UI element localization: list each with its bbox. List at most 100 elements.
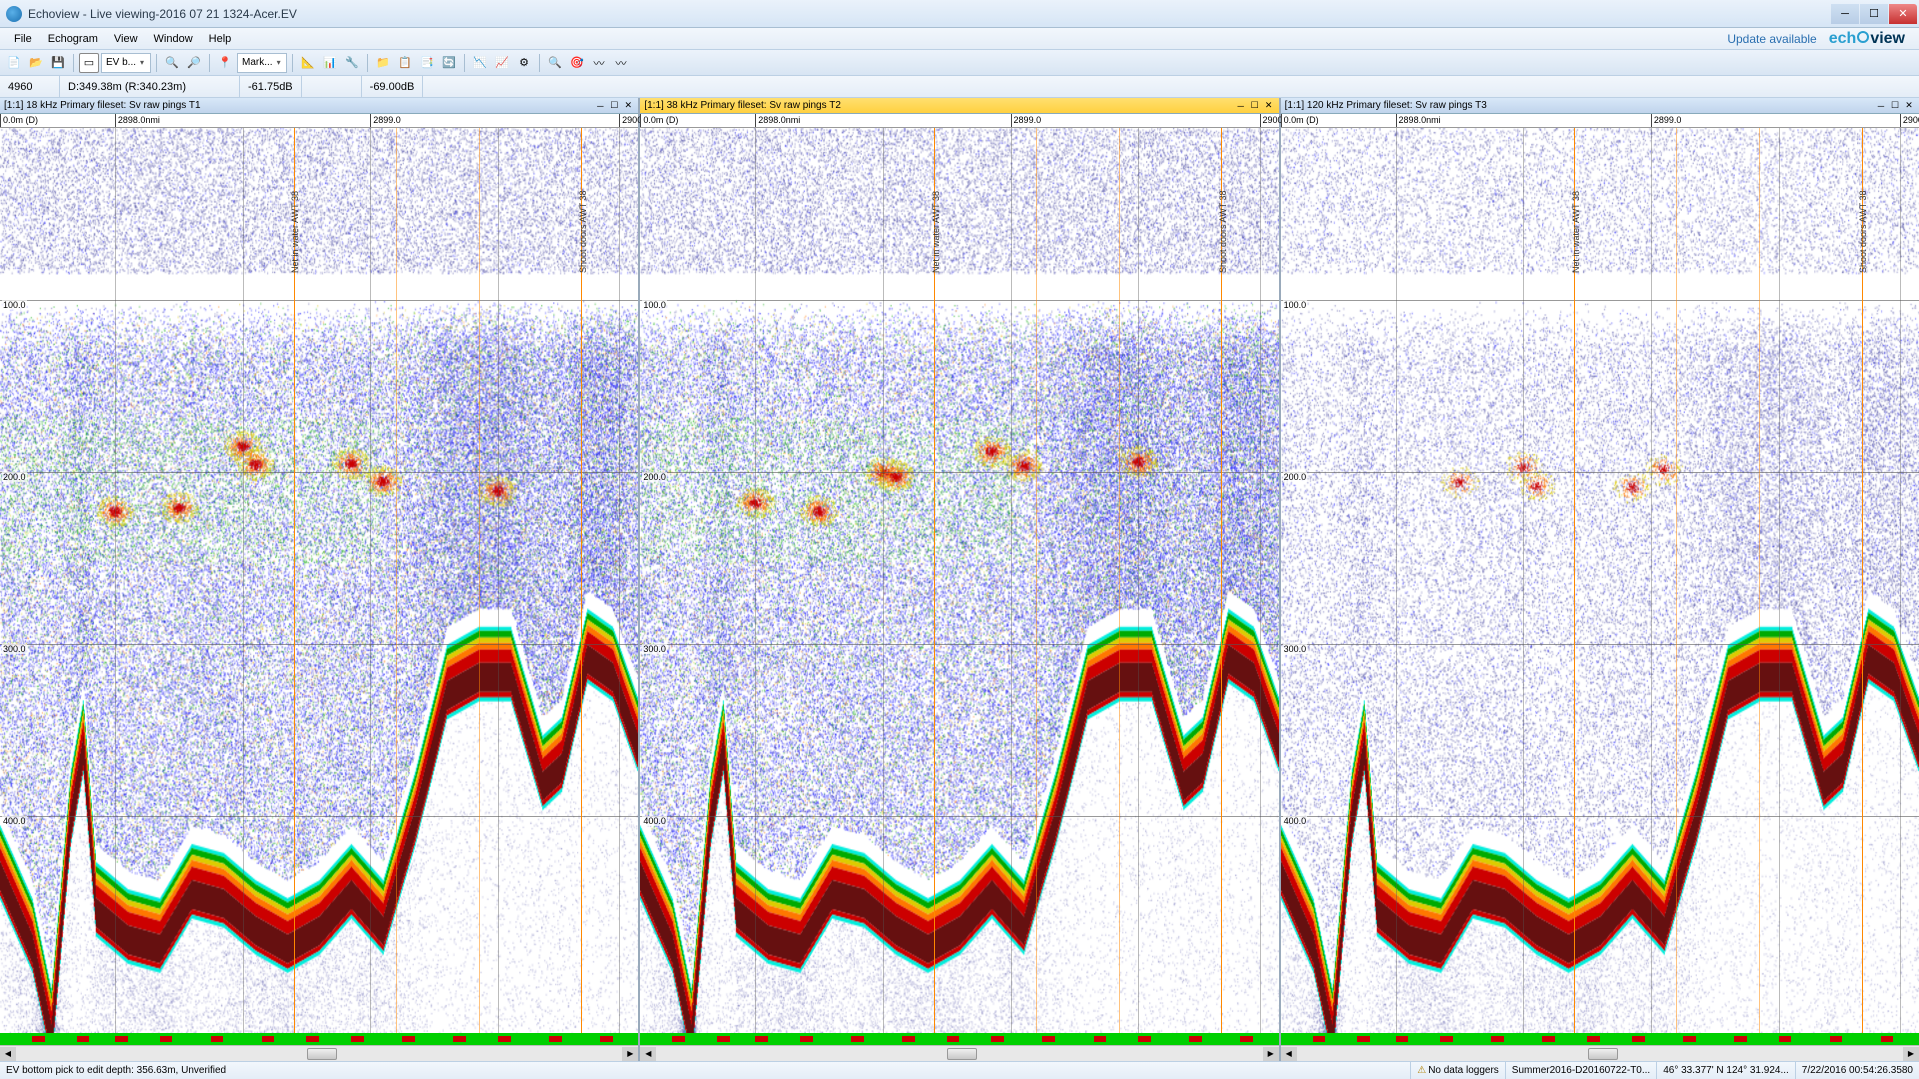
- scroll-left-icon[interactable]: ◀: [640, 1047, 656, 1061]
- h-scrollbar[interactable]: ◀▶: [1281, 1045, 1919, 1061]
- x-ruler: 0.0m (D)2898.0nmi2899.02900.0: [0, 114, 638, 128]
- gridline: [1396, 128, 1397, 1033]
- tool-icon-b[interactable]: 📊: [320, 53, 340, 73]
- tool-icon-m[interactable]: 〰: [589, 53, 609, 73]
- tool-icon-h[interactable]: 📉: [470, 53, 490, 73]
- h-scrollbar[interactable]: ◀▶: [640, 1045, 1278, 1061]
- panel-min-icon[interactable]: ─: [594, 100, 606, 112]
- scroll-thumb[interactable]: [947, 1048, 977, 1060]
- panel-max-icon[interactable]: ☐: [608, 100, 620, 112]
- panel-header[interactable]: [1:1] 38 kHz Primary fileset: Sv raw pin…: [640, 98, 1278, 114]
- echogram-canvas[interactable]: 100.0200.0300.0400.0Net in water AWT 38S…: [0, 128, 638, 1033]
- panel-header[interactable]: [1:1] 18 kHz Primary fileset: Sv raw pin…: [0, 98, 638, 114]
- toolbar: 📄 📂 💾 ▭ EV b... 🔍 🔎 📍 Mark... 📐 📊 🔧 📁 📋 …: [0, 50, 1919, 76]
- zoom-tool-icon[interactable]: 🔎: [184, 53, 204, 73]
- h-scrollbar[interactable]: ◀▶: [0, 1045, 638, 1061]
- y-label: 400.0: [1283, 816, 1308, 826]
- tool-icon-g[interactable]: 🔄: [439, 53, 459, 73]
- gridline: [243, 128, 244, 1033]
- minimize-button[interactable]: ─: [1831, 4, 1859, 24]
- pin-icon[interactable]: 📍: [215, 53, 235, 73]
- scroll-thumb[interactable]: [307, 1048, 337, 1060]
- info-sv2: -69.00dB: [362, 76, 424, 97]
- scroll-track[interactable]: [16, 1047, 622, 1061]
- tool-icon-a[interactable]: 📐: [298, 53, 318, 73]
- zoom-in-icon[interactable]: 🔍: [162, 53, 182, 73]
- y-label: 200.0: [2, 472, 27, 482]
- panel-min-icon[interactable]: ─: [1875, 100, 1887, 112]
- status-left: EV bottom pick to edit depth: 356.63m, U…: [0, 1062, 1410, 1079]
- gridline: [0, 644, 638, 645]
- window-title: Echoview - Live viewing-2016 07 21 1324-…: [28, 7, 1830, 21]
- menu-window[interactable]: Window: [146, 31, 201, 47]
- scroll-right-icon[interactable]: ▶: [622, 1047, 638, 1061]
- toolbar-combo-1[interactable]: EV b...: [101, 53, 151, 73]
- y-label: 300.0: [2, 644, 27, 654]
- gridline: [640, 472, 1278, 473]
- record-bar: [1281, 1033, 1919, 1045]
- panel-title: [1:1] 120 kHz Primary fileset: Sv raw pi…: [1285, 100, 1875, 111]
- window-buttons: ─ ☐ ✕: [1830, 4, 1917, 24]
- tool-icon-l[interactable]: 🎯: [567, 53, 587, 73]
- echogram-canvas[interactable]: 100.0200.0300.0400.0Net in water AWT 38S…: [1281, 128, 1919, 1033]
- y-label: 300.0: [1283, 644, 1308, 654]
- menu-help[interactable]: Help: [201, 31, 240, 47]
- open-icon[interactable]: 📂: [26, 53, 46, 73]
- warning-icon: ⚠: [1417, 1065, 1426, 1076]
- update-available-link[interactable]: Update available: [1727, 32, 1820, 46]
- panel-header[interactable]: [1:1] 120 kHz Primary fileset: Sv raw pi…: [1281, 98, 1919, 114]
- gridline: [115, 128, 116, 1033]
- toolbar-combo-2[interactable]: Mark...: [237, 53, 287, 73]
- scroll-left-icon[interactable]: ◀: [1281, 1047, 1297, 1061]
- marker-label: Net in water AWT 38: [1571, 191, 1581, 273]
- tool-icon-c[interactable]: 🔧: [342, 53, 362, 73]
- scroll-track[interactable]: [656, 1047, 1262, 1061]
- menu-view[interactable]: View: [106, 31, 146, 47]
- marker-line-minor: [1759, 128, 1760, 1033]
- gridline: [1281, 816, 1919, 817]
- panel-max-icon[interactable]: ☐: [1889, 100, 1901, 112]
- info-depth: D:349.38m (R:340.23m): [60, 76, 240, 97]
- menu-file[interactable]: File: [6, 31, 40, 47]
- menu-bar: File Echogram View Window Help Update av…: [0, 28, 1919, 50]
- gridline: [0, 300, 638, 301]
- y-label: 200.0: [642, 472, 667, 482]
- x-ruler: 0.0m (D)2898.0nmi2899.02900.0: [1281, 114, 1919, 128]
- scroll-right-icon[interactable]: ▶: [1263, 1047, 1279, 1061]
- marker-line-minor: [1676, 128, 1677, 1033]
- tool-icon-i[interactable]: 📈: [492, 53, 512, 73]
- save-icon[interactable]: 💾: [48, 53, 68, 73]
- y-label: 100.0: [642, 300, 667, 310]
- gridline: [883, 128, 884, 1033]
- status-coord: 46° 33.377' N 124° 31.924...: [1656, 1062, 1795, 1079]
- gridline: [498, 128, 499, 1033]
- scroll-track[interactable]: [1297, 1047, 1903, 1061]
- scroll-thumb[interactable]: [1588, 1048, 1618, 1060]
- scroll-right-icon[interactable]: ▶: [1903, 1047, 1919, 1061]
- tool-icon-j[interactable]: ⚙: [514, 53, 534, 73]
- y-label: 400.0: [642, 816, 667, 826]
- marker-label: Net in water AWT 38: [931, 191, 941, 273]
- panel-close-icon[interactable]: ✕: [1903, 100, 1915, 112]
- panel-close-icon[interactable]: ✕: [1263, 100, 1275, 112]
- info-bar: 4960 D:349.38m (R:340.23m) -61.75dB -69.…: [0, 76, 1919, 98]
- maximize-button[interactable]: ☐: [1860, 4, 1888, 24]
- panel-max-icon[interactable]: ☐: [1249, 100, 1261, 112]
- gridline: [1011, 128, 1012, 1033]
- tool-icon-k[interactable]: 🔍: [545, 53, 565, 73]
- tool-icon-n[interactable]: 〰: [611, 53, 631, 73]
- tool-icon-d[interactable]: 📁: [373, 53, 393, 73]
- gridline: [1900, 128, 1901, 1033]
- select-tool-icon[interactable]: ▭: [79, 53, 99, 73]
- new-icon[interactable]: 📄: [4, 53, 24, 73]
- panel-close-icon[interactable]: ✕: [622, 100, 634, 112]
- menu-echogram[interactable]: Echogram: [40, 31, 106, 47]
- x-ruler: 0.0m (D)2898.0nmi2899.02900.0: [640, 114, 1278, 128]
- gridline: [640, 644, 1278, 645]
- panel-min-icon[interactable]: ─: [1235, 100, 1247, 112]
- tool-icon-e[interactable]: 📋: [395, 53, 415, 73]
- tool-icon-f[interactable]: 📑: [417, 53, 437, 73]
- close-button[interactable]: ✕: [1889, 4, 1917, 24]
- echogram-canvas[interactable]: 100.0200.0300.0400.0Net in water AWT 38S…: [640, 128, 1278, 1033]
- scroll-left-icon[interactable]: ◀: [0, 1047, 16, 1061]
